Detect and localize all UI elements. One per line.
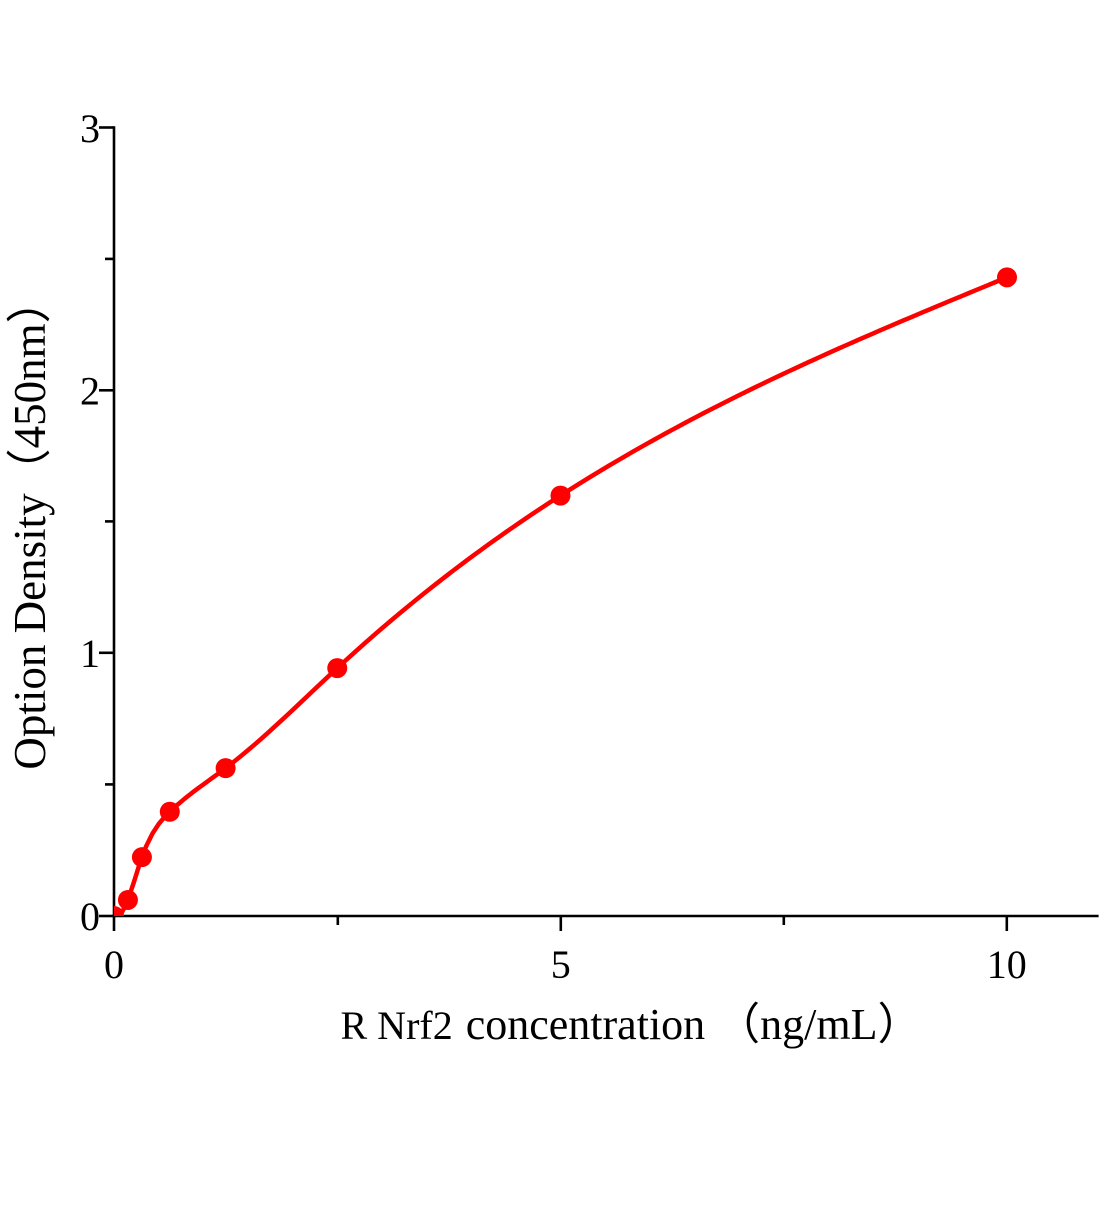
svg-text:5: 5	[551, 942, 571, 987]
svg-text:1: 1	[80, 631, 100, 676]
svg-text:R Nrf2 concentration （ng/mL）: R Nrf2 concentration （ng/mL）	[341, 1000, 922, 1049]
svg-text:3: 3	[80, 106, 100, 151]
svg-text:0: 0	[104, 942, 124, 987]
svg-text:Option Density（450nm）: Option Density（450nm）	[5, 278, 55, 769]
svg-text:2: 2	[80, 369, 100, 414]
svg-text:10: 10	[987, 942, 1027, 987]
svg-text:0: 0	[80, 894, 100, 939]
